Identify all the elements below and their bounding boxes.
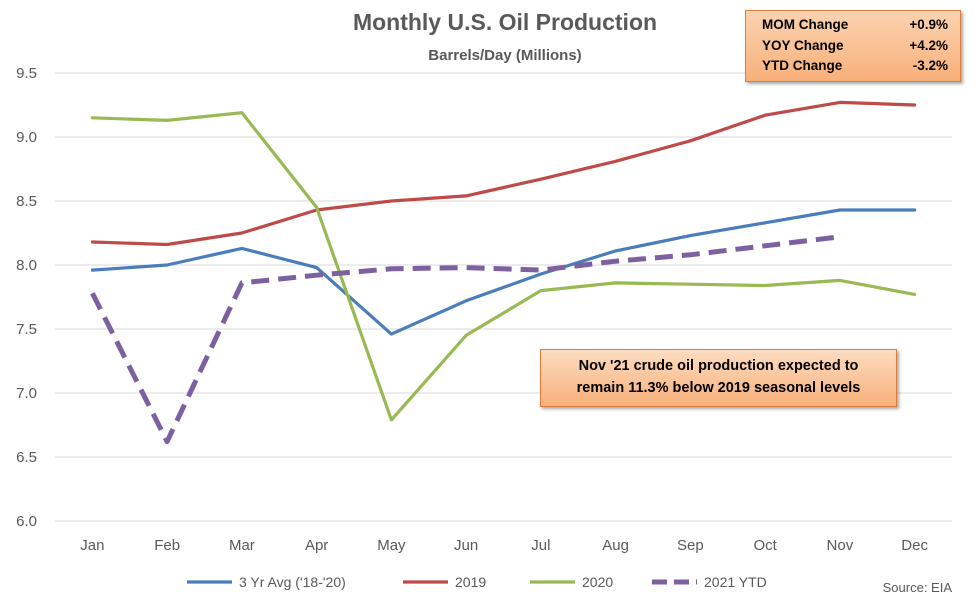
y-tick-label: 9.0 [16,129,37,146]
annotation-box: Nov '21 crude oil production expected to… [540,349,897,407]
x-tick-label: Sep [677,537,704,554]
chart-title: Monthly U.S. Oil Production [353,9,657,35]
stats-value: +4.2% [909,37,948,53]
series-lines [90,100,917,445]
y-tick-label: 8.5 [16,193,37,210]
chart-subtitle: Barrels/Day (Millions) [428,47,581,64]
stats-label: MOM Change [762,17,849,32]
x-axis-ticks: Jan Feb Mar Apr May Jun Jul Aug Sep Oct Nov Dec [80,537,928,554]
series-line-2020 [90,111,917,422]
y-tick-label: 6.0 [16,513,37,530]
x-tick-label: Jan [80,537,104,554]
y-tick-label: 8.0 [16,257,37,274]
stats-value: -3.2% [912,58,948,73]
x-tick-label: Aug [602,537,629,554]
series-line-2021-ytd [90,234,841,445]
legend-label: 2020 [582,574,613,590]
source-label: Source: EIA [883,580,953,595]
stats-label: YTD Change [762,58,843,73]
y-tick-label: 6.5 [16,449,37,466]
y-tick-label: 7.5 [16,321,37,338]
series-line-2019 [90,100,917,247]
y-tick-label: 9.5 [16,65,37,82]
legend: 3 Yr Avg ('18-'20) 2019 2020 2021 YTD [187,574,767,590]
y-axis-ticks: 6.0 6.5 7.0 7.5 8.0 8.5 9.0 9.5 [16,65,37,530]
y-tick-label: 7.0 [16,385,37,402]
stats-row-yoy: YOY Change +4.2% [762,36,948,57]
x-tick-label: Mar [229,537,255,554]
x-tick-label: Feb [154,537,180,554]
legend-label: 2019 [455,574,486,590]
stats-label: YOY Change [762,37,844,53]
x-tick-label: Dec [901,537,928,554]
x-tick-label: Nov [827,537,854,554]
x-tick-label: Jul [531,537,550,554]
stats-row-ytd: YTD Change -3.2% [762,56,948,77]
annotation-line-2: remain 11.3% below 2019 seasonal levels [576,380,861,396]
annotation-line-1: Nov '21 crude oil production expected to [578,358,859,374]
legend-label: 2021 YTD [704,574,767,590]
change-stats-box: MOM Change +0.9% YOY Change +4.2% YTD Ch… [745,10,961,82]
legend-label: 3 Yr Avg ('18-'20) [239,574,346,590]
stats-value: +0.9% [909,17,948,32]
grid-lines [55,72,952,522]
x-tick-label: Jun [454,537,478,554]
stats-row-mom: MOM Change +0.9% [762,15,948,36]
x-tick-label: Apr [305,537,328,554]
series-line-3-yr-avg-18-20 [90,208,917,336]
x-tick-label: May [377,537,406,554]
x-tick-label: Oct [753,537,777,554]
